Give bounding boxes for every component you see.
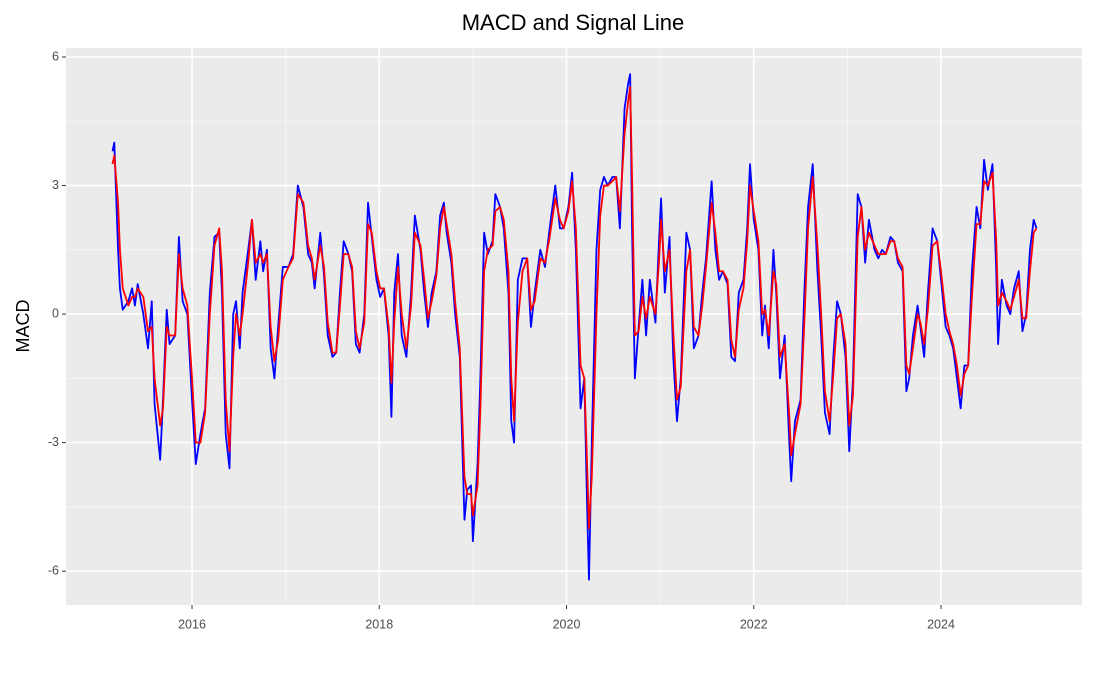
y-tick-label: 3	[52, 178, 59, 192]
x-tick-label: 2024	[927, 617, 955, 631]
x-tick-label: 2020	[553, 617, 581, 631]
y-axis-title: MACD	[13, 300, 33, 353]
x-tick-label: 2022	[740, 617, 768, 631]
y-tick-label: 0	[52, 306, 59, 320]
y-tick-label: -6	[48, 563, 59, 577]
chart-title: MACD and Signal Line	[462, 10, 685, 35]
y-tick-label: 6	[52, 49, 59, 63]
x-tick-label: 2016	[178, 617, 206, 631]
lines	[111, 73, 1038, 581]
plot-panel	[66, 48, 1082, 605]
y-tick-label: -3	[48, 435, 59, 449]
series-line	[111, 86, 1038, 530]
x-tick-label: 2018	[365, 617, 393, 631]
